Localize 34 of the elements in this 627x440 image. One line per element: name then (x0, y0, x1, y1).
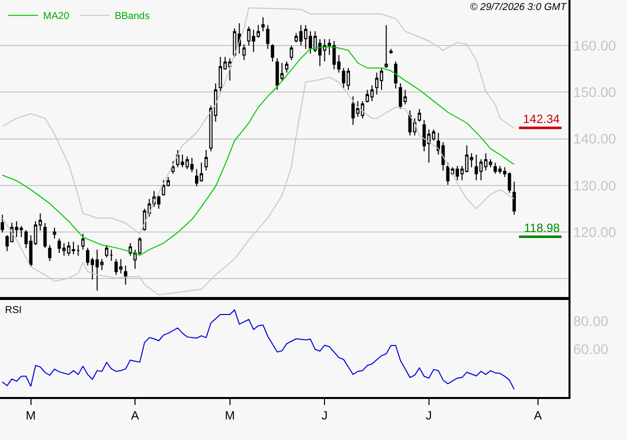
candlestick (512, 181, 516, 216)
x-tick-label: J (322, 408, 328, 422)
candlestick (204, 150, 208, 171)
candlestick (104, 244, 108, 258)
x-tick-label: A (534, 408, 542, 422)
candlestick (76, 244, 80, 256)
candlestick (384, 24, 388, 69)
candlestick (52, 227, 56, 239)
x-tick-label: M (26, 408, 36, 422)
legend-label: BBands (114, 11, 150, 22)
candlestick (0, 214, 4, 233)
x-tick-label: M (224, 408, 235, 422)
candlestick (261, 16, 265, 32)
candlestick (290, 45, 294, 61)
candlestick (285, 60, 288, 74)
x-tick-label: A (131, 408, 140, 422)
text: RSI (5, 305, 22, 316)
candlestick (81, 233, 85, 250)
legend-label: MA20 (43, 11, 70, 22)
candlestick (394, 60, 398, 90)
candlestick (48, 244, 52, 262)
line-series (2, 46, 515, 256)
candlestick (418, 108, 422, 122)
candlestick (124, 265, 128, 286)
ref-line-label: 118.98 (524, 221, 560, 235)
ref-line-label: 142.34 (523, 112, 560, 126)
candlestick (270, 44, 274, 62)
x-tick-label: J (426, 408, 432, 422)
candlestick (266, 24, 270, 50)
candlestick (389, 48, 393, 54)
candlestick (242, 44, 246, 61)
candlestick (171, 160, 175, 174)
candlestick (43, 222, 47, 248)
annotation: © 29/7/2026 3:0 GMT (470, 2, 568, 13)
